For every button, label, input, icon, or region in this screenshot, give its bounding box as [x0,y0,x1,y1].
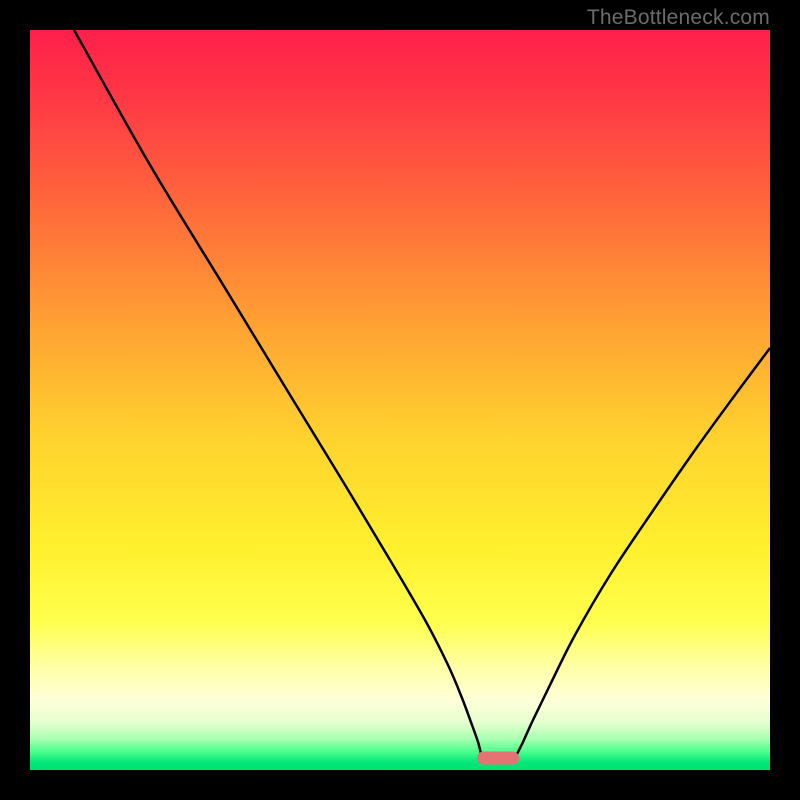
right-curve [517,348,770,754]
chart-frame: TheBottleneck.com [0,0,800,800]
watermark-text: TheBottleneck.com [587,6,770,30]
left-curve [74,30,481,754]
minimum-marker [477,752,519,765]
curve-layer [30,30,770,770]
plot-area [30,30,770,770]
